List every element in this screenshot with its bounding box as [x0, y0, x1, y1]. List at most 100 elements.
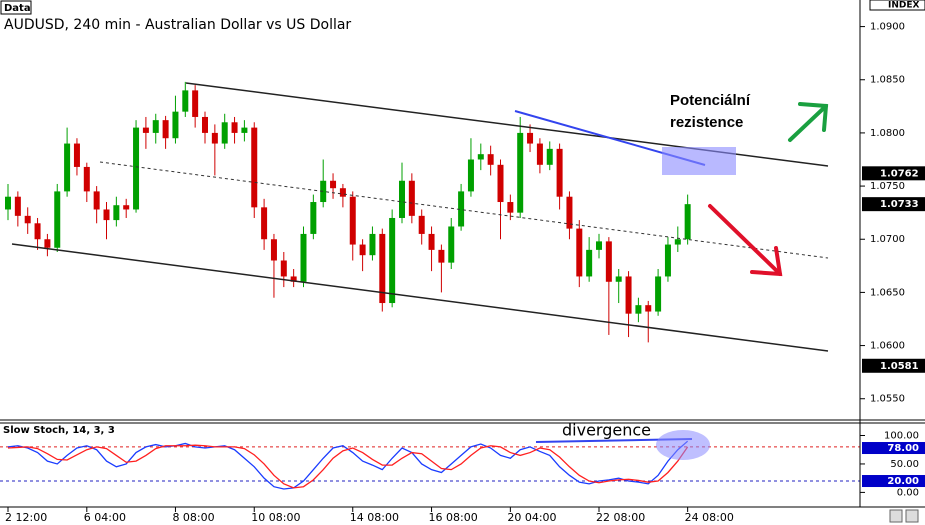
corner-label: INDEX — [888, 1, 919, 11]
candle-body — [221, 122, 228, 144]
candle-body — [458, 191, 465, 227]
candle-body — [270, 239, 277, 261]
candle-body — [674, 239, 681, 245]
candle-body — [44, 239, 51, 248]
candle-body — [566, 196, 573, 229]
candle-body — [379, 233, 386, 304]
x-tick-label: 10 08:00 — [251, 511, 300, 524]
candle-body — [310, 202, 317, 234]
candle-body — [418, 215, 425, 234]
candle-body — [507, 202, 514, 213]
channel-middle — [99, 161, 829, 259]
price-marker — [862, 166, 925, 181]
green-arrow — [788, 102, 829, 142]
y-tick-label: 1.0850 — [870, 75, 905, 86]
candle-body — [24, 215, 31, 224]
price-marker-label: 1.0762 — [880, 168, 919, 179]
candle-body — [113, 205, 120, 221]
candle-body — [192, 90, 199, 117]
candle-body — [497, 164, 504, 203]
candle-body — [231, 122, 238, 133]
candle-body — [399, 180, 405, 218]
annotation: divergence — [562, 421, 651, 440]
candle-body — [103, 209, 110, 221]
red-arrow — [708, 204, 783, 277]
candle-body — [123, 205, 130, 210]
candle-body — [152, 120, 159, 133]
y-tick-label: 50.00 — [890, 459, 919, 470]
indicator-marker — [862, 442, 925, 455]
candle-body — [536, 143, 543, 165]
y-tick-label: 1.0800 — [870, 128, 905, 139]
candle-body — [73, 143, 80, 167]
candle-body — [34, 223, 41, 240]
candle-body — [586, 249, 593, 277]
x-tick-label: 14 08:00 — [350, 511, 399, 524]
candle-body — [467, 159, 474, 192]
candle-body — [576, 228, 583, 277]
candle-body — [487, 154, 494, 165]
y-tick-label: 0.00 — [897, 487, 919, 498]
label-box — [0, 0, 32, 15]
candle-body — [359, 244, 366, 256]
candle-body — [477, 154, 484, 160]
annotation: rezistence — [670, 114, 743, 131]
candle-body — [162, 120, 169, 139]
annotation: Potenciální — [670, 92, 751, 109]
price-marker-label: 1.0581 — [880, 361, 919, 372]
candle-body — [448, 226, 455, 263]
candle-body — [290, 276, 297, 282]
candle-body — [54, 191, 61, 248]
candle-body — [596, 241, 602, 250]
candle-body — [280, 260, 287, 277]
x-tick-label: 22 08:00 — [596, 511, 645, 524]
candle-body — [438, 249, 445, 263]
x-tick-label: 2 12:00 — [5, 511, 47, 524]
indicator-marker-label: 20.00 — [887, 476, 919, 487]
candle-body — [517, 132, 524, 213]
y-tick-label: 1.0600 — [870, 341, 905, 352]
y-tick-label: 1.0650 — [870, 287, 905, 298]
x-tick-label: 20 04:00 — [507, 511, 556, 524]
button[interactable] — [905, 509, 919, 523]
label-box — [1, 424, 119, 436]
candle-body — [645, 305, 652, 312]
main-panel: 1.0900 1.0850 1.0800 1.0750 1.0700 1.0650 1.06… — [0, 22, 925, 524]
candle-body — [93, 191, 100, 210]
candle-body — [349, 196, 356, 245]
candle-body — [330, 180, 337, 189]
indicator-marker-label: 78.00 — [887, 443, 919, 454]
highlight-ellipse — [656, 430, 710, 460]
price-marker — [862, 358, 925, 373]
candle-body — [133, 127, 140, 210]
candle-body — [182, 90, 189, 112]
candle-body — [83, 166, 90, 192]
candle-body — [300, 233, 307, 282]
candle-body — [556, 148, 563, 197]
y-tick-label: 1.0750 — [870, 181, 905, 192]
candle-body — [428, 233, 435, 250]
label-box — [869, 0, 925, 11]
candle-body — [14, 196, 21, 216]
channel-lower — [11, 243, 829, 352]
candle-body — [202, 116, 208, 133]
price-marker-label: 1.0733 — [880, 199, 919, 210]
x-tick-label: 6 04:00 — [84, 511, 126, 524]
candle-body — [605, 241, 612, 282]
candle-body — [339, 188, 346, 197]
candle-body — [369, 233, 376, 256]
candle-body — [684, 204, 691, 240]
candle-body — [142, 127, 149, 133]
candle-body — [241, 127, 248, 133]
button[interactable] — [889, 509, 903, 523]
indicator-line — [7, 444, 689, 489]
candle-body — [635, 305, 642, 314]
candle-body — [655, 276, 662, 312]
candle-body — [546, 148, 553, 165]
x-tick-label: 16 08:00 — [429, 511, 478, 524]
y-tick-label: 1.0550 — [870, 394, 905, 405]
y-tick-label: 1.0700 — [870, 234, 905, 245]
indicator-title: Slow Stoch, 14, 3, 3 — [3, 425, 115, 436]
